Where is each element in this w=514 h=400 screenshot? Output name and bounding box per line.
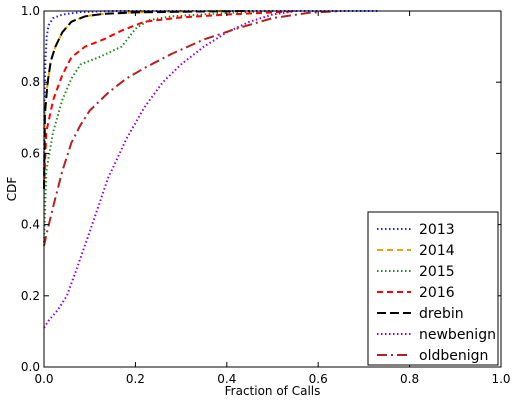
legend-label-2016: 2016	[419, 285, 455, 301]
legend-label-newbenign: newbenign	[419, 327, 496, 343]
series-line-2015	[43, 10, 273, 243]
y-tick-label: 0.6	[21, 146, 40, 160]
y-tick-label: 0.2	[21, 289, 40, 303]
series-line-newbenign	[43, 10, 296, 329]
series-line-drebin	[43, 10, 250, 190]
x-tick-label: 0.6	[309, 372, 328, 386]
series-line-2014	[43, 10, 227, 179]
legend-label-2015: 2015	[419, 264, 455, 280]
y-tick-label: 1.0	[21, 4, 40, 18]
series-line-2016	[43, 10, 296, 190]
legend-label-drebin: drebin	[419, 306, 464, 322]
legend-label-oldbenign: oldbenign	[419, 348, 488, 364]
x-tick-label: 0.8	[400, 372, 419, 386]
x-axis-ticks: 0.0 0.2 0.4 0.6 0.8 1.0	[34, 11, 511, 386]
y-axis-ticks: 0.0 0.2 0.4 0.6 0.8 1.0	[21, 4, 501, 374]
y-tick-label: 0.4	[21, 218, 40, 232]
x-tick-label: 0.4	[217, 372, 236, 386]
series-layer	[43, 10, 378, 329]
x-axis-label: Fraction of Calls	[225, 384, 321, 398]
y-tick-label: 0.8	[21, 75, 40, 89]
y-axis-label: CDF	[5, 177, 19, 202]
series-line-oldbenign	[43, 10, 342, 247]
legend-box	[367, 211, 499, 366]
legend: 2013 2014 2015 2016 drebin newbenign oldbenign	[367, 211, 499, 366]
series-line-2013	[43, 10, 378, 190]
legend-label-2013: 2013	[419, 222, 455, 238]
y-tick-label: 0.0	[21, 360, 40, 374]
x-tick-label: 1.0	[491, 372, 510, 386]
x-tick-label: 0.0	[34, 372, 53, 386]
x-tick-label: 0.2	[126, 372, 145, 386]
plot-frame	[43, 10, 502, 368]
legend-label-2014: 2014	[419, 243, 455, 259]
